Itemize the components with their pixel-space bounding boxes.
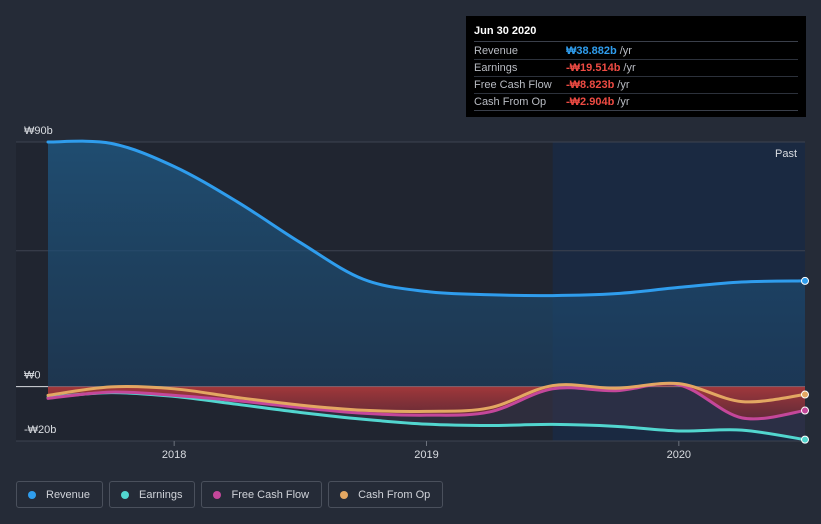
x-tick-label: 2019: [414, 449, 438, 461]
tooltip-unit: /yr: [619, 45, 632, 57]
legend: Revenue Earnings Free Cash Flow Cash Fro…: [16, 481, 444, 508]
legend-dot-icon: [213, 490, 222, 499]
free-cash-flow-end-marker: [801, 406, 809, 415]
revenue-end-marker: [801, 276, 809, 285]
free-cash-flow-area: [48, 385, 805, 419]
legend-label: Cash From Op: [358, 488, 431, 501]
tooltip-unit: /yr: [617, 96, 630, 108]
y-axis: ₩90b ₩0 -₩20b: [24, 125, 56, 436]
tooltip-value: -₩19.514b: [566, 62, 621, 74]
tooltip-row-revenue: Revenue ₩38.882b /yr: [474, 43, 798, 60]
tooltip-label: Free Cash Flow: [474, 79, 552, 91]
legend-item-revenue[interactable]: Revenue: [16, 481, 104, 508]
x-axis: 2018 2019 2020: [162, 441, 691, 461]
tooltip-label: Cash From Op: [474, 96, 547, 108]
y-tick-label: -₩20b: [24, 424, 56, 436]
series-markers: [801, 276, 809, 444]
legend-dot-icon: [340, 490, 349, 499]
tooltip: Jun 30 2020 Revenue ₩38.882b /yr Earning…: [466, 16, 806, 117]
tooltip-date: Jun 30 2020: [474, 24, 798, 42]
y-tick-label: ₩0: [24, 370, 41, 382]
tooltip-label: Earnings: [474, 62, 518, 74]
series-lines: [46, 139, 807, 442]
earnings-end-marker: [801, 435, 809, 444]
tooltip-unit: /yr: [623, 62, 636, 74]
tooltip-row-free-cash-flow: Free Cash Flow -₩8.823b /yr: [474, 77, 798, 94]
legend-label: Revenue: [46, 488, 91, 501]
legend-dot-icon: [121, 490, 130, 499]
cash-from-op-end-marker: [801, 390, 809, 399]
tooltip-value: ₩38.882b: [566, 45, 617, 57]
legend-dot-icon: [28, 490, 36, 499]
tooltip-row-cash-from-op: Cash From Op -₩2.904b /yr: [474, 94, 798, 111]
tooltip-unit: /yr: [617, 79, 630, 91]
tooltip-row-earnings: Earnings -₩19.514b /yr: [474, 60, 798, 77]
legend-item-earnings[interactable]: Earnings: [109, 481, 196, 508]
x-tick-label: 2018: [162, 449, 186, 461]
revenue-line: [46, 139, 807, 298]
tooltip-value: -₩8.823b: [566, 79, 615, 91]
tooltip-value: -₩2.904b: [566, 96, 615, 108]
legend-item-cash-from-op[interactable]: Cash From Op: [328, 481, 444, 508]
cash-from-op-line: [46, 381, 807, 414]
y-tick-label: ₩90b: [24, 125, 53, 137]
past-label: Past: [775, 148, 797, 160]
x-tick-label: 2020: [667, 449, 691, 461]
legend-item-free-cash-flow[interactable]: Free Cash Flow: [201, 481, 323, 508]
legend-label: Free Cash Flow: [231, 488, 310, 501]
legend-label: Earnings: [139, 488, 183, 501]
tooltip-label: Revenue: [474, 45, 519, 57]
